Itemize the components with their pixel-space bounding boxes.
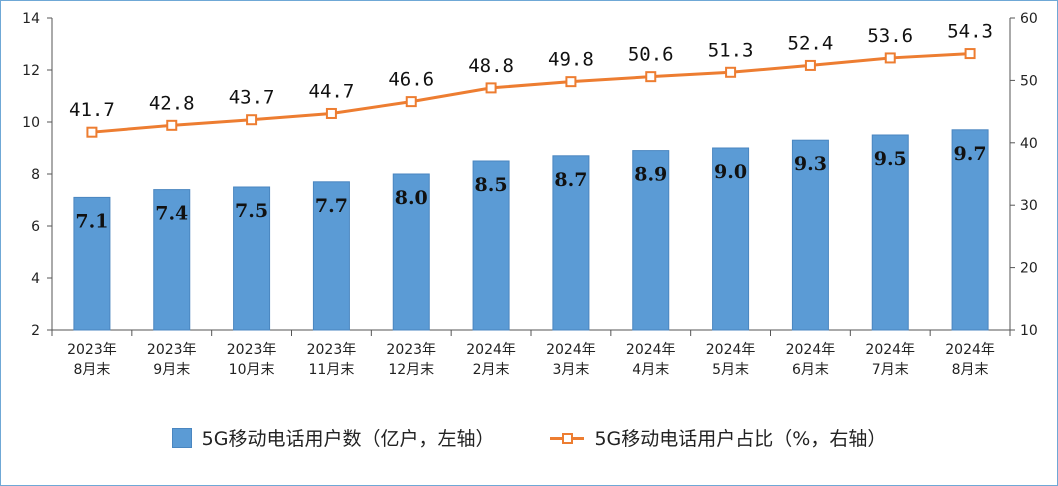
legend-line-swatch-icon [550,431,585,445]
right-tick-label: 10 [1020,323,1038,339]
data-labels: 7.1 7.4 7.5 7.7 8.0 8.5 8.7 8.9 9.0 9.3 9.5 9.7 41.7… [69,21,993,233]
line-series [86,48,976,138]
x-tick-label-year: 2024年 [786,342,836,358]
bar [712,147,750,331]
line-data-label: 43.7 [229,87,275,109]
x-tick-label-month: 9月末 [153,362,190,378]
bar [871,134,909,331]
legend-bar-label: 5G移动电话用户数（亿户，左轴） [201,428,495,450]
legend-bar-swatch-icon [171,427,192,448]
bar-data-label: 7.4 [155,203,188,225]
left-tick-label: 6 [31,219,40,235]
bar-data-label: 7.1 [75,210,108,232]
line-marker [884,52,896,64]
bar [791,139,829,331]
bar-series [73,129,989,331]
x-tick-label-month: 11月末 [309,362,355,378]
x-tick-label-year: 2023年 [307,342,357,358]
bar [153,189,191,331]
x-tick-label-month: 10月末 [229,362,275,378]
line-data-label: 48.8 [468,55,514,77]
bar [73,196,111,331]
x-tick-label-month: 5月末 [712,362,749,378]
line-data-label: 51.3 [708,39,754,61]
line-marker [725,66,737,78]
x-tick-label-month: 6月末 [792,362,829,378]
x-tick-label-month: 4月末 [632,362,669,378]
line-data-label: 53.6 [867,25,913,47]
x-tick-label-year: 2023年 [227,342,277,358]
legend: 5G移动电话用户数（亿户，左轴） 5G移动电话用户占比（%，右轴） [0,424,1058,451]
line-marker [325,107,337,119]
bar [472,160,510,331]
x-tick-label-year: 2024年 [706,342,756,358]
left-tick-label: 14 [22,11,40,27]
x-tick-label-month: 12月末 [388,362,434,378]
left-tick-label: 8 [31,167,40,183]
left-tick-label: 2 [31,323,40,339]
x-tick-label-year: 2023年 [386,342,436,358]
x-tick-label-year: 2024年 [626,342,676,358]
legend-item-line: 5G移动电话用户占比（%，右轴） [550,424,886,451]
bar-data-label: 9.5 [874,148,907,170]
x-tick-label-month: 2月末 [473,362,510,378]
right-tick-label: 40 [1020,136,1038,152]
bar-data-label: 7.5 [235,200,268,222]
line-marker [166,119,178,131]
bar [233,186,271,331]
x-tick-label-month: 7月末 [872,362,909,378]
bar-data-label: 9.0 [714,161,747,183]
line-marker [485,82,497,94]
bar [312,181,350,331]
bar-data-label: 8.5 [475,174,508,196]
bar [552,155,590,331]
x-tick-label-year: 2023年 [67,342,117,358]
legend-item-bar: 5G移动电话用户数（亿户，左轴） [171,424,495,451]
x-tick-label-year: 2024年 [865,342,915,358]
line-marker [804,59,816,71]
line-marker [86,126,98,138]
bar [392,173,430,331]
bar [951,129,989,331]
x-tick-label-year: 2024年 [466,342,516,358]
line-data-label: 52.4 [788,32,834,54]
line-data-label: 41.7 [69,99,115,121]
left-tick-label: 4 [31,271,40,287]
right-tick-label: 60 [1020,11,1038,27]
line-marker [565,76,577,88]
x-tick-label-month: 8月末 [952,362,989,378]
line-data-label: 54.3 [947,21,993,43]
left-tick-label: 12 [22,63,40,79]
x-tick-label-year: 2024年 [546,342,596,358]
line-marker [246,114,258,126]
bar-data-label: 7.7 [315,195,348,217]
bar-data-label: 8.0 [395,187,428,209]
right-tick-label: 50 [1020,73,1038,89]
bar-data-label: 9.7 [954,143,987,165]
line-data-label: 42.8 [149,92,195,114]
line-data-label: 44.7 [309,80,355,102]
bar-data-label: 9.3 [794,153,827,175]
line-marker [645,71,657,83]
line-data-label: 50.6 [628,44,674,66]
line-path [91,52,971,134]
x-tick-label-year: 2023年 [147,342,197,358]
right-tick-label: 30 [1020,198,1038,214]
line-marker [405,96,417,108]
axes: 2 4 6 8 10 12 14 10 20 30 40 50 60 2023年 8月末 2023年 9月末 20… [22,11,1038,378]
x-tick-label-year: 2024年 [945,342,995,358]
legend-line-label: 5G移动电话用户占比（%，右轴） [594,428,887,450]
bar [632,150,670,331]
line-data-label: 46.6 [388,69,434,91]
x-tick-label-month: 3月末 [552,362,589,378]
left-tick-label: 10 [22,115,40,131]
right-tick-label: 20 [1020,261,1038,277]
x-tick-label-month: 8月末 [73,362,110,378]
line-marker [964,48,976,60]
line-data-label: 49.8 [548,49,594,71]
bar-data-label: 8.9 [634,164,667,186]
combo-chart: 2 4 6 8 10 12 14 10 20 30 40 50 60 2023年 8月末 2023年 9月末 20… [22,11,1038,378]
bar-data-label: 8.7 [554,169,587,191]
